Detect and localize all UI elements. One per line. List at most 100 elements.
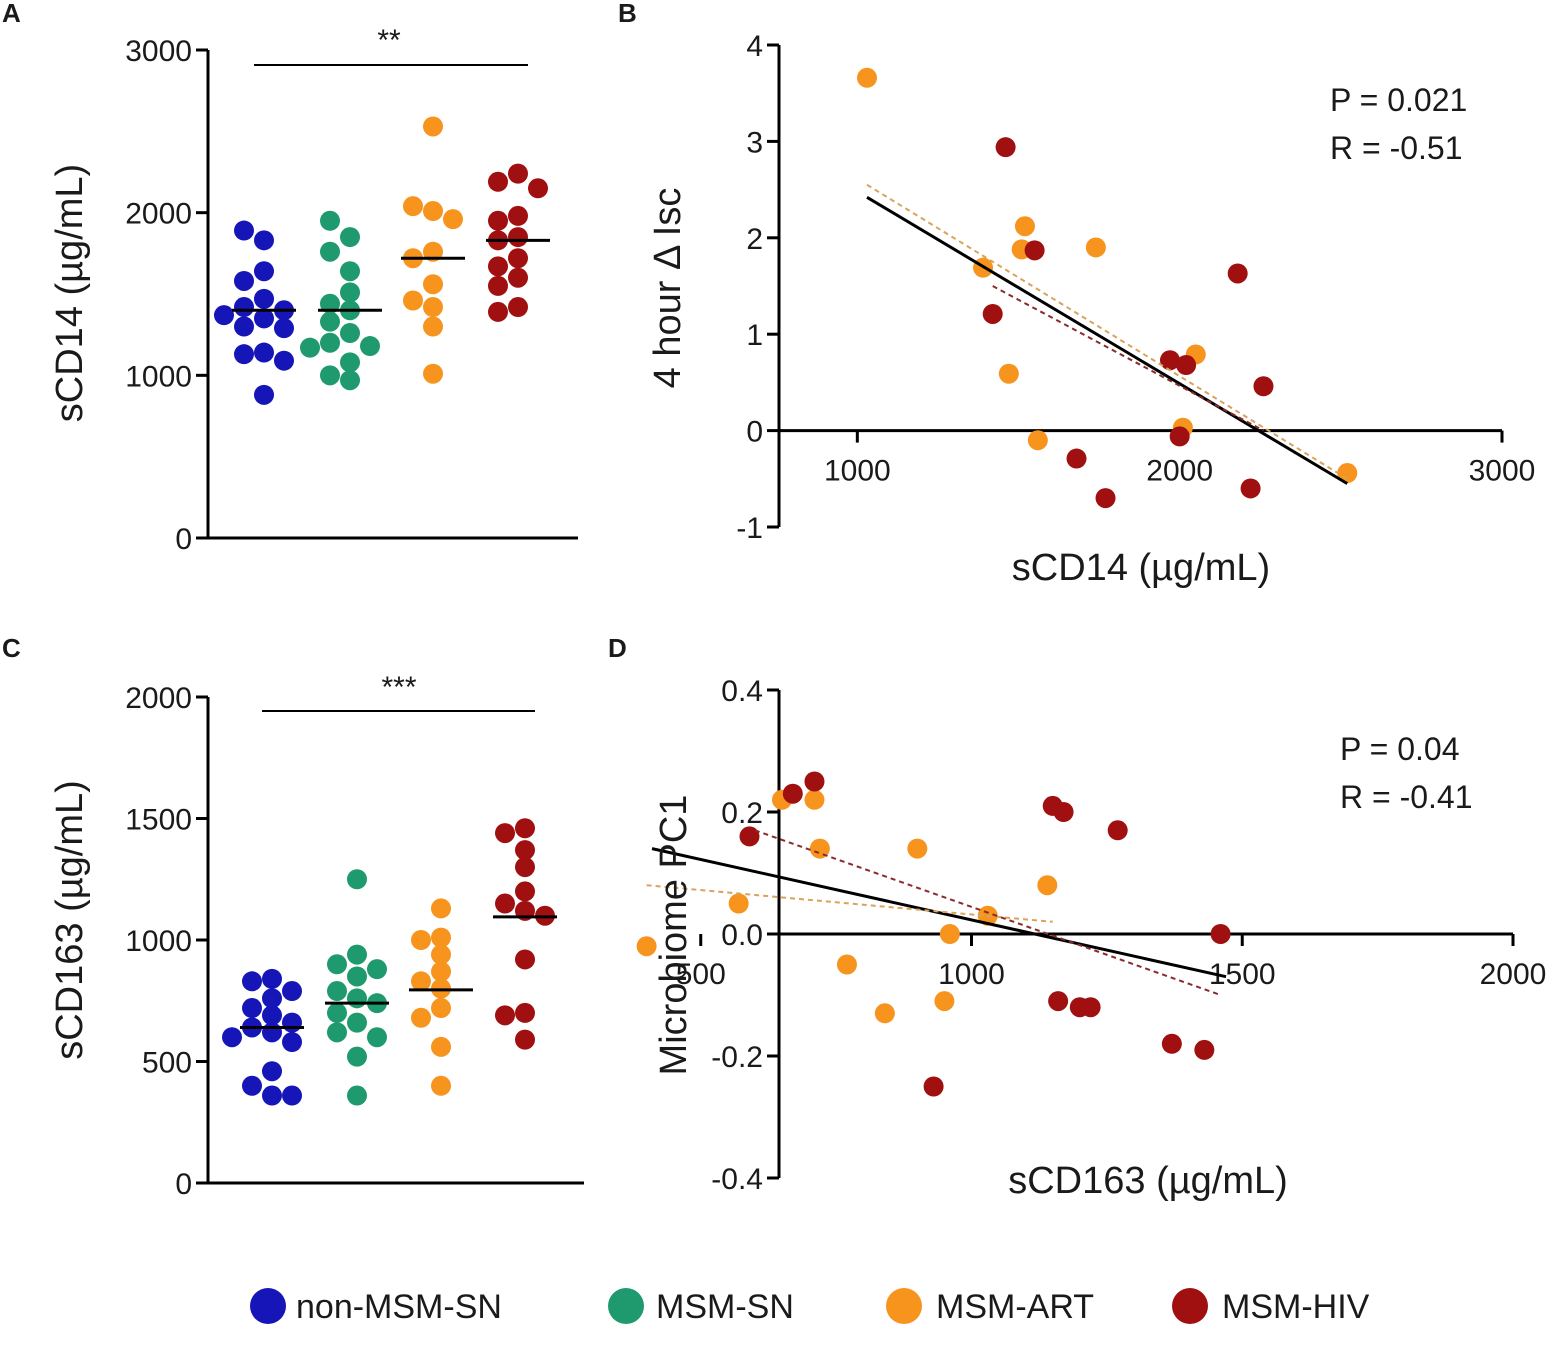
panel-c-point-msm-hiv [495,1005,515,1026]
panel-c-point-non-msm-sn [282,1012,302,1033]
panel-b-point-msm-hiv [1024,240,1045,261]
panel-c-point-msm-sn [347,944,367,965]
panel-c-point-msm-art [411,1007,431,1028]
panel-b-x-tick-label: 1000 [824,455,891,488]
panel-c-point-msm-art [431,898,451,919]
panel-a-point-non-msm-sn [274,350,294,371]
panel-b-point-msm-hiv [995,137,1016,158]
panel-a-point-msm-sn [340,261,360,282]
panel-c-point-msm-sn [347,1085,367,1106]
panel-b-point-msm-hiv [1159,350,1180,371]
panel-c-point-non-msm-sn [242,998,262,1019]
panel-a-point-msm-hiv [508,297,528,318]
panel-a-y-tick-label: 2000 [125,198,192,231]
panel-letter-b: B [618,0,637,28]
panel-d-ylabel: Microbiome PC1 [653,795,695,1076]
panel-d-point-msm-hiv [1161,1033,1182,1054]
panel-letter-a: A [2,0,21,28]
panel-a-point-non-msm-sn [254,230,274,251]
panel-a-point-msm-sn [340,352,360,373]
panel-d-xlabel: sCD163 (µg/mL) [1008,1160,1288,1202]
panel-a-point-msm-art [403,290,423,311]
panel-b-y-tick-label: 3 [746,126,763,159]
panel-b-y-tick-label: -1 [736,512,763,545]
panel-c-ylabel: sCD163 (µg/mL) [49,780,91,1060]
panel-b-y-tick-label: 0 [746,416,763,449]
panel-a-y-tick-label: 1000 [125,360,192,393]
panel-c: C 0 500 1000 1500 2000 sCD163 (µg/mL) *** [2,633,584,1201]
panel-a-point-msm-hiv [508,248,528,269]
panel-a-point-msm-sn [300,337,320,358]
panel-c-point-non-msm-sn [282,1032,302,1053]
panel-b: B -1 0 1 2 3 4 1000 2000 3000 4 hour Δ Isc sCD14… [618,0,1535,589]
panel-c-point-non-msm-sn [242,1075,262,1096]
panel-a-y-tick-label: 0 [175,523,192,556]
panel-b-point-msm-hiv [1095,488,1116,509]
panel-a: A 0 1000 2000 3000 sCD14 (µg/mL) ** [2,0,578,556]
panel-c-significance: *** [381,671,416,704]
panel-d-point-msm-art [1037,875,1058,896]
panel-c-point-non-msm-sn [262,988,282,1009]
panel-a-point-msm-sn [320,210,340,231]
panel-c-point-msm-hiv [515,949,535,970]
panel-a-point-msm-hiv [508,227,528,248]
panel-d-y-tick-label: 0.0 [721,919,763,952]
panel-a-point-msm-hiv [488,275,508,296]
panel-c-point-non-msm-sn [262,1022,282,1043]
panel-a-point-msm-sn [340,227,360,248]
panel-c-point-non-msm-sn [262,968,282,989]
panel-a-point-non-msm-sn [234,316,254,337]
panel-a-point-msm-art [423,201,443,222]
legend-item-msm-art: MSM-ART [886,1288,1094,1326]
panel-a-point-non-msm-sn [234,220,254,241]
panel-c-point-msm-art [411,930,431,950]
legend: non-MSM-SN MSM-SN MSM-ART MSM-HIV [250,1288,1370,1326]
panel-c-point-msm-hiv [495,893,515,914]
panel-a-y-tick-label: 3000 [125,35,192,68]
panel-c-point-msm-sn [347,1046,367,1067]
panel-d-point-msm-art [636,936,657,957]
panel-c-y-tick-label: 1500 [125,804,192,837]
panel-a-point-non-msm-sn [254,384,274,405]
panel-a-point-non-msm-sn [234,297,254,318]
panel-c-y-tick-label: 1000 [125,925,192,958]
panel-letter-d: D [608,633,627,663]
panel-d-r-value: R = -0.41 [1340,779,1473,815]
panel-c-point-msm-hiv [515,840,535,861]
panel-a-point-non-msm-sn [214,305,234,326]
panel-d-point-msm-art [728,893,749,914]
panel-a-point-msm-sn [360,336,380,357]
panel-b-y-tick-label: 4 [746,30,763,63]
panel-d-x-tick-label: 500 [676,958,726,991]
panel-d-y-tick-label: 0.2 [721,797,763,830]
panel-d-point-msm-hiv [1194,1039,1215,1060]
panel-c-point-msm-sn [347,966,367,987]
panel-b-x-tick-label: 2000 [1146,455,1213,488]
panel-c-point-msm-hiv [515,857,535,878]
panel-c-point-msm-sn [347,1012,367,1033]
panel-b-r-value: R = -0.51 [1330,130,1463,166]
panel-a-point-msm-art [423,316,443,337]
panel-d-point-msm-hiv [1080,997,1101,1018]
panel-c-point-msm-art [431,961,451,982]
panel-a-point-msm-sn [340,323,360,344]
panel-b-point-msm-art [1014,216,1035,237]
panel-b-fit-line-msm-art [866,183,1348,480]
panel-a-point-msm-art [423,241,443,262]
panel-a-point-msm-art [423,363,443,384]
panel-c-point-non-msm-sn [262,1061,282,1082]
panel-c-point-msm-sn [327,1022,347,1043]
panel-a-point-non-msm-sn [254,288,274,309]
panel-b-p-value: P = 0.021 [1330,82,1467,118]
panel-a-point-msm-hiv [508,163,528,184]
panel-a-point-msm-sn [340,282,360,303]
panel-c-y-tick-label: 2000 [125,682,192,715]
panel-b-fit-line-all [866,196,1349,485]
panel-d-point-msm-hiv [1107,820,1128,841]
legend-item-msm-sn: MSM-SN [608,1288,794,1326]
panel-a-point-msm-art [423,116,443,137]
panel-d-point-msm-art [939,924,960,944]
panel-c-point-msm-art [431,998,451,1019]
panel-c-point-msm-hiv [495,823,515,844]
